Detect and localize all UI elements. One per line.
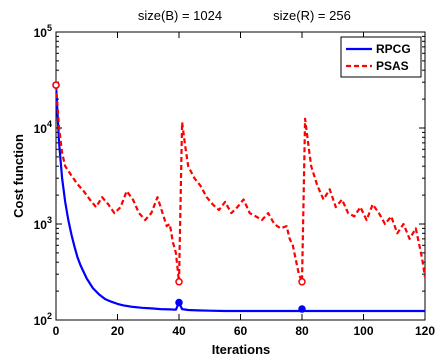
x-tick-label: 60 xyxy=(234,324,248,338)
marker-psas xyxy=(298,278,306,286)
y-tick-label: 104 xyxy=(34,119,52,136)
plot-frame xyxy=(55,31,426,321)
y-tick-label: 105 xyxy=(34,23,52,40)
legend-box xyxy=(340,36,422,78)
x-tick-label: 100 xyxy=(353,324,373,338)
x-axis-ticks: 0 20 40 60 80 100 120 xyxy=(53,32,435,338)
legend-label-rpcg: RPCG xyxy=(376,42,411,56)
legend-items: RPCG PSAS xyxy=(346,42,411,73)
x-tick-label: 20 xyxy=(111,324,125,338)
x-tick-label: 120 xyxy=(415,324,435,338)
x-tick-label: 40 xyxy=(172,324,186,338)
legend-label-psas: PSAS xyxy=(376,59,409,73)
marker-psas xyxy=(175,278,183,286)
x-axis-label: Iterations xyxy=(212,342,271,357)
series-line-psas xyxy=(56,85,425,283)
x-tick-label: 80 xyxy=(295,324,309,338)
y-axis-ticks: 102 103 104 105 xyxy=(34,23,425,328)
marker-layer xyxy=(52,81,306,313)
y-tick-label: 103 xyxy=(34,215,52,232)
marker-rpcg xyxy=(175,298,183,307)
y-tick-label: 102 xyxy=(34,311,52,328)
chart-title-part-1: size(B) = 1024 xyxy=(138,8,222,23)
plot-area xyxy=(55,31,426,321)
legend: RPCG PSAS xyxy=(340,36,422,78)
marker-rpcg xyxy=(298,305,306,313)
marker-psas xyxy=(52,81,60,89)
x-tick-label: 0 xyxy=(53,324,60,338)
y-axis-label: Cost function xyxy=(11,134,26,218)
chart-title-part-2: size(R) = 256 xyxy=(273,8,351,23)
